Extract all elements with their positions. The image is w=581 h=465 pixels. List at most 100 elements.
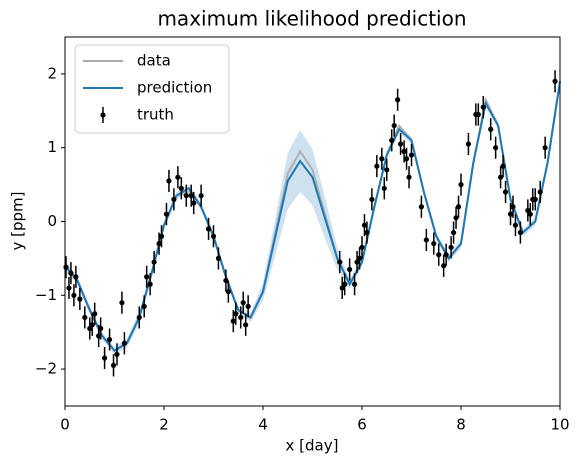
point bbox=[389, 137, 395, 143]
x-tick-label: 6 bbox=[357, 416, 367, 434]
point bbox=[171, 196, 177, 202]
truth-point bbox=[480, 96, 486, 119]
x-tick-label: 2 bbox=[159, 416, 169, 434]
point bbox=[498, 174, 504, 180]
x-axis-label: x [day] bbox=[286, 437, 339, 455]
point bbox=[215, 255, 222, 261]
y-tick-label: −2 bbox=[35, 360, 57, 378]
y-axis-label: y [ppm] bbox=[9, 191, 27, 250]
point bbox=[68, 270, 74, 276]
truth-point bbox=[175, 166, 181, 189]
point bbox=[183, 193, 189, 199]
point bbox=[475, 111, 481, 118]
legend-box bbox=[74, 44, 230, 134]
truth-point bbox=[498, 166, 504, 189]
truth-point bbox=[517, 221, 524, 244]
point bbox=[379, 156, 385, 162]
truth-point bbox=[223, 269, 229, 292]
truth-point bbox=[379, 147, 385, 170]
truth-point bbox=[502, 180, 509, 204]
truth-point bbox=[68, 262, 74, 285]
point bbox=[233, 311, 239, 317]
truth-point bbox=[525, 199, 531, 222]
truth-point bbox=[166, 169, 172, 192]
point bbox=[361, 222, 368, 228]
truth-point bbox=[63, 256, 69, 279]
truth-point bbox=[238, 306, 244, 329]
truth-point bbox=[356, 247, 363, 270]
point bbox=[374, 163, 380, 169]
point bbox=[191, 200, 197, 206]
truth-point bbox=[500, 155, 506, 178]
truth-point bbox=[119, 291, 125, 314]
point bbox=[450, 229, 457, 236]
point bbox=[243, 322, 249, 328]
point bbox=[525, 207, 531, 214]
y-tick-label: 1 bbox=[47, 138, 57, 156]
truth-point bbox=[66, 276, 72, 299]
point bbox=[223, 277, 229, 284]
point bbox=[151, 259, 157, 265]
point bbox=[188, 193, 194, 199]
truth-point bbox=[436, 243, 442, 266]
truth-point bbox=[243, 313, 249, 336]
point bbox=[493, 145, 499, 151]
truth-point bbox=[87, 317, 93, 340]
point bbox=[527, 211, 533, 217]
point bbox=[106, 336, 113, 343]
point bbox=[401, 148, 407, 154]
point bbox=[359, 244, 365, 250]
point bbox=[443, 252, 449, 258]
point bbox=[102, 355, 108, 361]
truth-point bbox=[458, 173, 464, 196]
point bbox=[66, 285, 72, 291]
point bbox=[384, 167, 390, 173]
point bbox=[175, 174, 181, 180]
point bbox=[502, 189, 509, 195]
truth-point bbox=[77, 287, 83, 311]
point bbox=[552, 78, 558, 84]
point bbox=[512, 222, 519, 228]
point bbox=[158, 233, 165, 239]
truth-point bbox=[245, 295, 251, 318]
truth-point bbox=[121, 332, 127, 355]
truth-point bbox=[431, 232, 437, 255]
point bbox=[391, 122, 397, 129]
point bbox=[448, 244, 454, 250]
y-tick-label: 2 bbox=[47, 64, 57, 82]
truth-point bbox=[475, 103, 481, 126]
truth-point bbox=[240, 291, 246, 314]
truth-point bbox=[73, 265, 79, 288]
truth-point bbox=[144, 265, 150, 288]
truth-point bbox=[423, 228, 429, 252]
point bbox=[500, 163, 506, 169]
truth-point bbox=[158, 225, 165, 248]
point bbox=[87, 325, 93, 332]
truth-point bbox=[198, 184, 204, 207]
point bbox=[364, 229, 370, 236]
point bbox=[537, 189, 543, 195]
truth-point bbox=[102, 346, 108, 370]
point bbox=[136, 314, 142, 321]
truth-point bbox=[339, 276, 345, 299]
point bbox=[398, 141, 404, 147]
point bbox=[453, 215, 459, 221]
point bbox=[465, 141, 472, 147]
point bbox=[89, 322, 95, 328]
legend-point bbox=[100, 112, 106, 118]
legend-label: truth bbox=[137, 106, 174, 124]
truth-point bbox=[71, 284, 77, 307]
truth-point bbox=[448, 236, 454, 259]
truth-point bbox=[510, 195, 516, 218]
point bbox=[403, 156, 410, 162]
truth-point bbox=[488, 118, 494, 141]
truth-point bbox=[542, 136, 548, 159]
truth-point bbox=[391, 114, 397, 137]
legend-label: prediction bbox=[137, 79, 212, 97]
truth-point bbox=[537, 180, 543, 204]
point bbox=[455, 204, 462, 210]
y-tick-label: 0 bbox=[47, 212, 57, 230]
truth-point bbox=[512, 214, 519, 237]
point bbox=[418, 204, 424, 210]
